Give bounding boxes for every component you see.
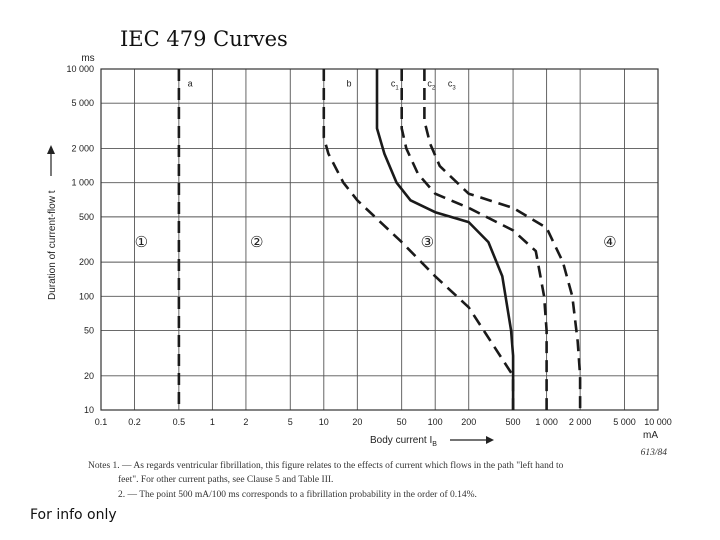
curve-c2 bbox=[400, 69, 548, 410]
y-tick-label: 1 000 bbox=[71, 178, 94, 188]
x-unit: mA bbox=[643, 430, 658, 441]
figure-note: 2. — The point 500 mA/100 ms corresponds… bbox=[118, 489, 477, 500]
x-tick-label: 5 bbox=[288, 417, 293, 427]
x-tick-label: 0.1 bbox=[95, 417, 108, 427]
y-tick-label: 20 bbox=[84, 371, 94, 381]
x-tick-label: 200 bbox=[461, 417, 476, 427]
y-tick-label: 10 000 bbox=[66, 64, 94, 74]
curve-label: c2 bbox=[427, 79, 436, 92]
footer-note: For info only bbox=[30, 507, 117, 523]
curves bbox=[177, 69, 582, 410]
y-tick-label: 500 bbox=[79, 212, 94, 222]
y-tick-label: 10 bbox=[84, 405, 94, 415]
figure-notes: 613/84 Notes 1. — As regards ventricular … bbox=[88, 448, 667, 500]
curve-b bbox=[322, 69, 515, 410]
x-tick-label: 10 bbox=[319, 417, 329, 427]
y-unit: ms bbox=[81, 53, 94, 64]
y-tick-label: 200 bbox=[79, 257, 94, 267]
x-axis-arrow-head bbox=[486, 436, 494, 444]
curve-label: a bbox=[188, 79, 193, 89]
y-axis-arrow-head bbox=[47, 145, 55, 154]
x-tick-label: 5 000 bbox=[613, 417, 636, 427]
figure-note: feet". For other current paths, see Clau… bbox=[118, 474, 333, 485]
figure-id: 613/84 bbox=[641, 448, 668, 458]
y-tick-label: 2 000 bbox=[71, 143, 94, 153]
chart-labels: a b c1 c2 c3 ① ② ③ ④ bbox=[135, 79, 617, 251]
y-tick-label: 5 000 bbox=[71, 98, 94, 108]
plot-frame bbox=[100, 68, 659, 411]
zone-marker: ④ bbox=[603, 233, 616, 251]
x-axis-label: Body current IB bbox=[370, 435, 437, 448]
x-tick-label: 10 000 bbox=[644, 417, 672, 427]
curve-c3 bbox=[423, 69, 582, 410]
x-tick-label: 0.5 bbox=[173, 417, 186, 427]
curve-label: c3 bbox=[448, 79, 457, 92]
x-tick-label: 0.2 bbox=[128, 417, 141, 427]
axes: 0.1 0.2 0.5 1 2 5 10 20 50 100 200 500 1 000 2 000 5 0… bbox=[47, 53, 672, 448]
figure-note: Notes 1. — As regards ventricular fibril… bbox=[88, 460, 564, 471]
curve-label: c1 bbox=[391, 79, 400, 92]
x-tick-label: 1 000 bbox=[535, 417, 558, 427]
y-tick-label: 50 bbox=[84, 326, 94, 336]
x-tick-label: 2 bbox=[243, 417, 248, 427]
curve-c1 bbox=[375, 69, 515, 410]
x-tick-label: 50 bbox=[397, 417, 407, 427]
zone-marker: ③ bbox=[421, 233, 434, 251]
grid bbox=[100, 68, 659, 411]
zone-marker: ② bbox=[250, 233, 263, 251]
x-tick-label: 100 bbox=[428, 417, 443, 427]
x-tick-label: 2 000 bbox=[569, 417, 592, 427]
x-tick-label: 1 bbox=[210, 417, 215, 427]
x-tick-label: 20 bbox=[352, 417, 362, 427]
curve-label: b bbox=[347, 79, 352, 89]
x-tick-label: 500 bbox=[506, 417, 521, 427]
y-tick-label: 100 bbox=[79, 291, 94, 301]
y-axis-label: Duration of current-flow t bbox=[47, 190, 58, 300]
zone-marker: ① bbox=[135, 233, 148, 251]
slide-title: IEC 479 Curves bbox=[120, 27, 288, 51]
